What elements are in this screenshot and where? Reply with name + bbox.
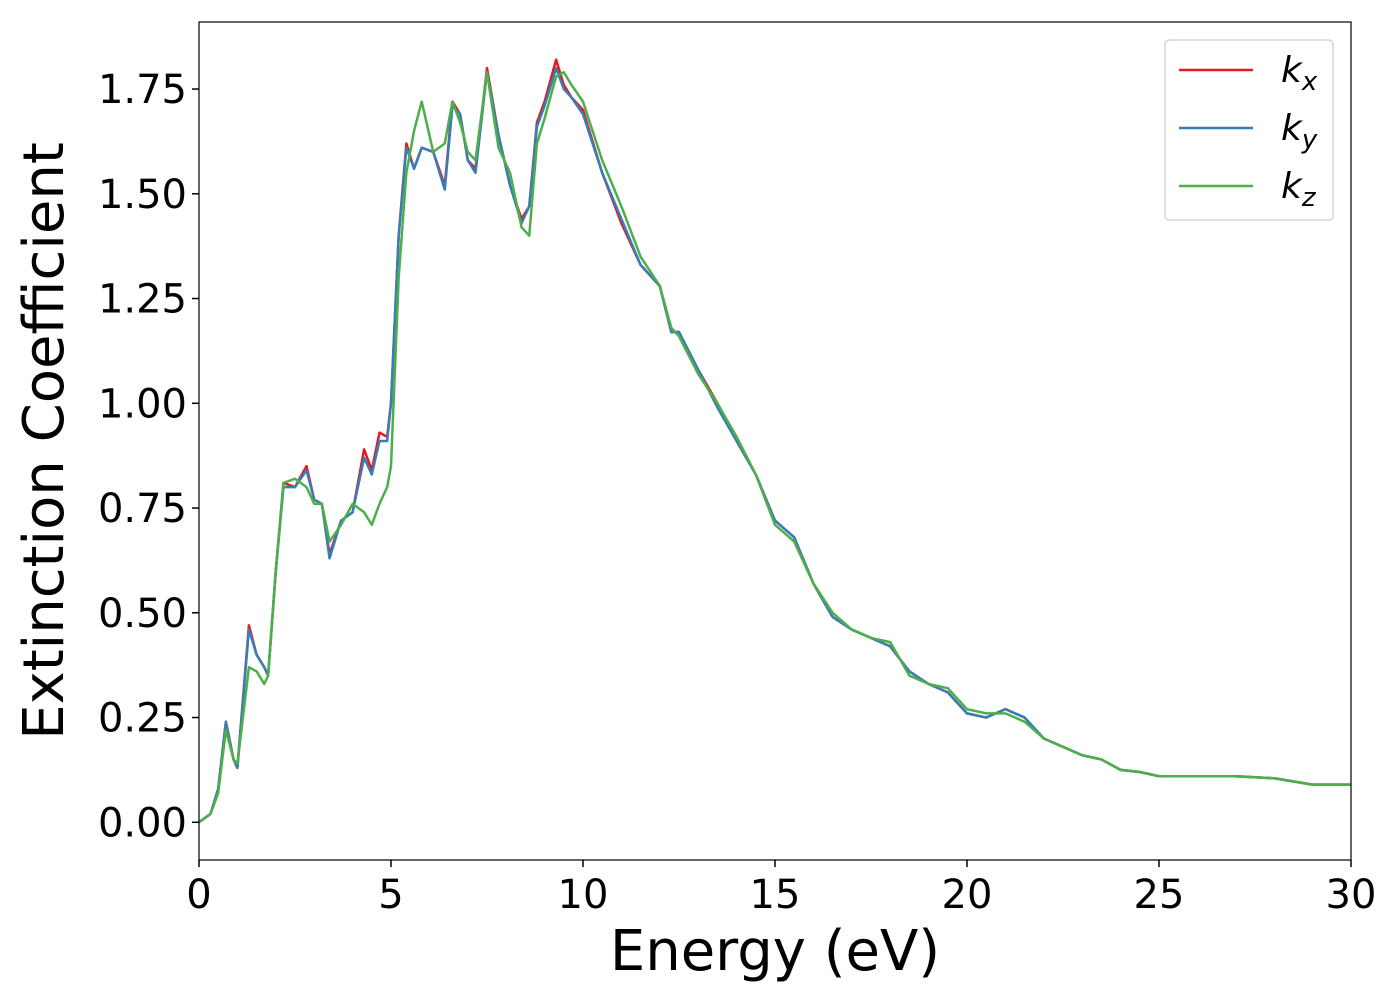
- x-tick-label: 5: [378, 872, 403, 918]
- x-tick-label: 20: [942, 872, 993, 918]
- legend-label: ky: [1281, 108, 1318, 155]
- x-tick-label: 10: [558, 872, 609, 918]
- data-line: [198, 71, 1351, 824]
- legend-label: kz: [1281, 166, 1317, 213]
- plot-frame: [198, 21, 1352, 861]
- y-axis-label: Extinction Coefficient: [12, 142, 77, 740]
- y-tick-label: 0.25: [98, 696, 187, 742]
- y-tick-label: 1.00: [98, 381, 187, 427]
- x-tick-label: 25: [1134, 872, 1185, 918]
- x-tick-label: 0: [186, 872, 211, 918]
- y-tick-label: 0.50: [98, 591, 187, 637]
- legend-box: [1164, 39, 1334, 221]
- y-tick-label: 1.50: [98, 172, 187, 218]
- legend-label: kx: [1281, 50, 1318, 97]
- x-tick-label: 15: [750, 872, 801, 918]
- y-tick-label: 0.00: [98, 800, 187, 846]
- y-tick-label: 0.75: [98, 486, 187, 532]
- x-axis-label: Energy (eV): [610, 919, 940, 984]
- y-tick-label: 1.25: [98, 277, 187, 323]
- x-tick-label: 30: [1326, 872, 1377, 918]
- data-line: [198, 66, 1351, 824]
- y-tick-label: 1.75: [98, 67, 187, 113]
